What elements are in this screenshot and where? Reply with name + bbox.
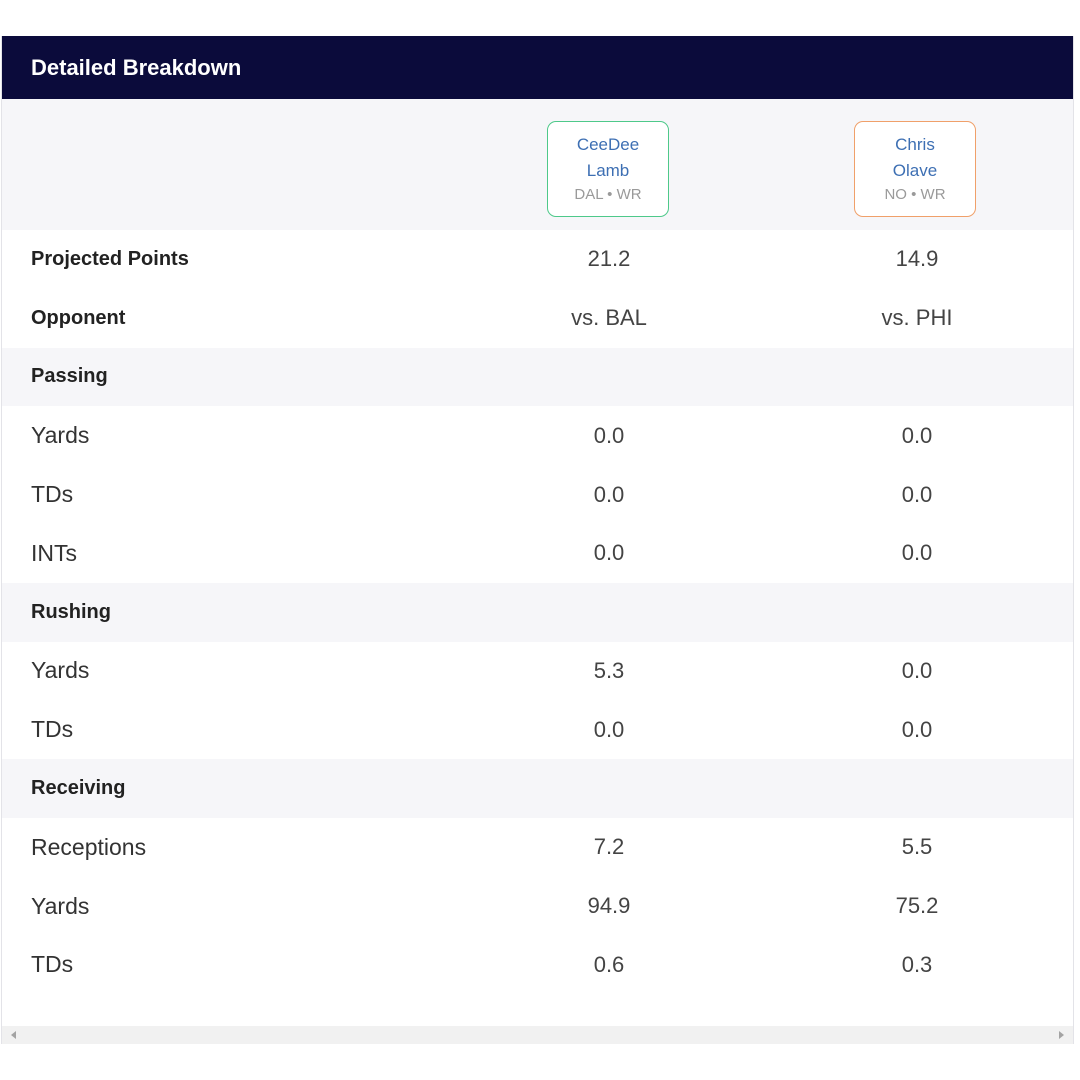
player-last-name: Lamb <box>586 161 630 180</box>
section-title: Receiving <box>31 777 126 800</box>
scroll-left-arrow-icon[interactable] <box>11 1031 16 1039</box>
value-player-b: 14.9 <box>895 246 939 272</box>
row-label: Yards <box>31 657 90 684</box>
player-card-olave[interactable]: Chris Olave NO • WR <box>854 121 976 217</box>
section-header-passing: Passing <box>2 347 1073 407</box>
table-row: TDs 0.0 0.0 <box>2 700 1073 759</box>
section-header-receiving: Receiving <box>2 759 1073 818</box>
value-player-a: 0.0 <box>593 422 625 448</box>
panel-title: Detailed Breakdown <box>31 54 242 80</box>
row-label: TDs <box>31 481 74 508</box>
value-player-a: 94.9 <box>587 893 631 919</box>
table-row-projected-points: Projected Points 21.2 14.9 <box>2 230 1073 289</box>
player-team-position: DAL • WR <box>574 186 642 203</box>
value-player-b: 0.3 <box>901 951 933 977</box>
player-last-name: Olave <box>892 161 938 180</box>
row-label: Projected Points <box>31 247 189 270</box>
value-player-a: 0.0 <box>593 481 625 507</box>
value-player-b: 0.0 <box>901 540 933 566</box>
value-player-b: 0.0 <box>901 716 933 742</box>
row-label: Receptions <box>31 833 147 860</box>
table-row: Yards 94.9 75.2 <box>2 877 1073 936</box>
row-label: TDs <box>31 951 74 978</box>
value-player-b: 75.2 <box>895 893 939 919</box>
table-row: INTs 0.0 0.0 <box>2 524 1073 583</box>
players-header-row: CeeDee Lamb DAL • WR Chris Olave NO • WR <box>2 99 1073 230</box>
player-first-name: Chris <box>895 135 935 154</box>
detailed-breakdown-panel: Detailed Breakdown CeeDee Lamb DAL • WR … <box>1 36 1074 1044</box>
value-player-b: 0.0 <box>901 657 933 683</box>
row-label: Yards <box>31 422 90 449</box>
table-row: TDs 0.0 0.0 <box>2 465 1073 524</box>
section-title: Rushing <box>31 600 111 623</box>
value-player-a: 7.2 <box>593 834 625 860</box>
player-first-name: CeeDee <box>576 135 640 154</box>
value-player-a: vs. BAL <box>571 305 647 331</box>
table-row: Yards 5.3 0.0 <box>2 642 1073 701</box>
value-player-b: 0.0 <box>901 422 933 448</box>
value-player-a: 0.0 <box>593 540 625 566</box>
player-team-position: NO • WR <box>884 186 946 203</box>
row-label: Opponent <box>31 306 126 329</box>
value-player-b: 0.0 <box>901 481 933 507</box>
value-player-a: 21.2 <box>587 246 631 272</box>
row-label: TDs <box>31 716 74 743</box>
value-player-a: 5.3 <box>593 657 625 683</box>
row-label: INTs <box>31 539 77 566</box>
section-title: Passing <box>31 365 108 388</box>
panel-header: Detailed Breakdown <box>2 36 1073 99</box>
table-row-opponent: Opponent vs. BAL vs. PHI <box>2 289 1073 348</box>
value-player-b: 5.5 <box>901 834 933 860</box>
table-row: Receptions 7.2 5.5 <box>2 818 1073 877</box>
table-row: Yards 0.0 0.0 <box>2 406 1073 465</box>
value-player-a: 0.6 <box>593 951 625 977</box>
row-label: Yards <box>31 892 90 919</box>
horizontal-scrollbar[interactable] <box>2 1026 1073 1044</box>
value-player-b: vs. PHI <box>881 305 953 331</box>
scroll-right-arrow-icon[interactable] <box>1059 1031 1064 1039</box>
section-header-rushing: Rushing <box>2 582 1073 642</box>
table-row: TDs 0.6 0.3 <box>2 936 1073 995</box>
player-card-lamb[interactable]: CeeDee Lamb DAL • WR <box>547 121 669 217</box>
value-player-a: 0.0 <box>593 716 625 742</box>
